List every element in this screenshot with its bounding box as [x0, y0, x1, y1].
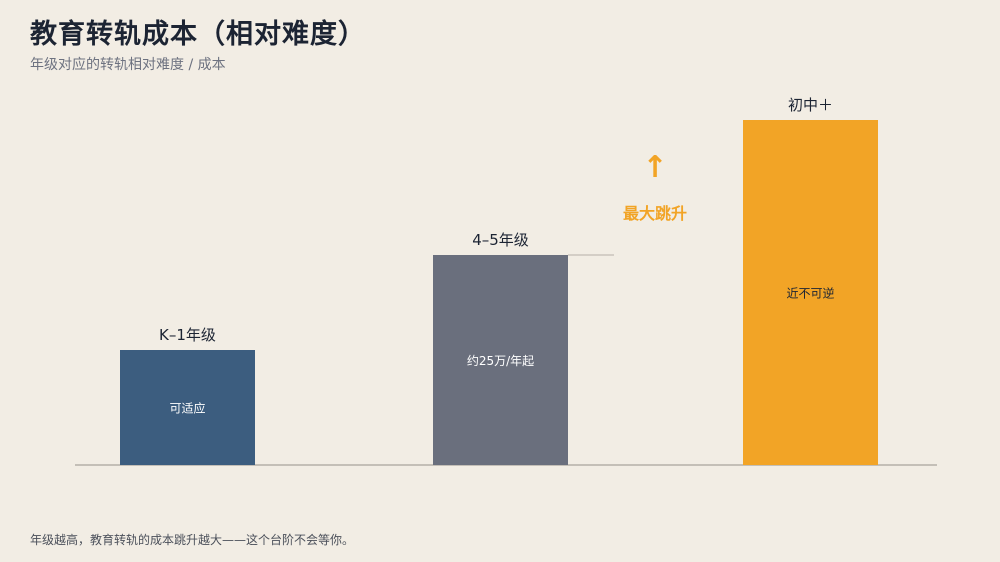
bar-inside-label-0: 可适应 — [169, 401, 205, 416]
page-title: 教育转轨成本（相对难度） — [30, 19, 366, 50]
bar-1 — [433, 255, 568, 465]
jump-arrow-icon: ↑ — [642, 150, 667, 185]
footer-note: 年级越高，教育转轨的成本跳升越大——这个台阶不会等你。 — [30, 533, 355, 547]
jump-annotation-label: 最大跳升 — [623, 204, 687, 223]
bar-category-label-2: 初中＋ — [788, 96, 833, 114]
bar-0 — [120, 350, 255, 465]
bar-category-label-1: 4–5年级 — [472, 231, 529, 249]
bar-inside-label-2: 近不可逆 — [786, 286, 834, 301]
page-subtitle: 年级对应的转轨相对难度 / 成本 — [30, 57, 226, 73]
bar-category-label-0: K–1年级 — [159, 326, 216, 344]
bar-inside-label-1: 约25万/年起 — [467, 353, 534, 368]
bar-2 — [743, 120, 878, 465]
